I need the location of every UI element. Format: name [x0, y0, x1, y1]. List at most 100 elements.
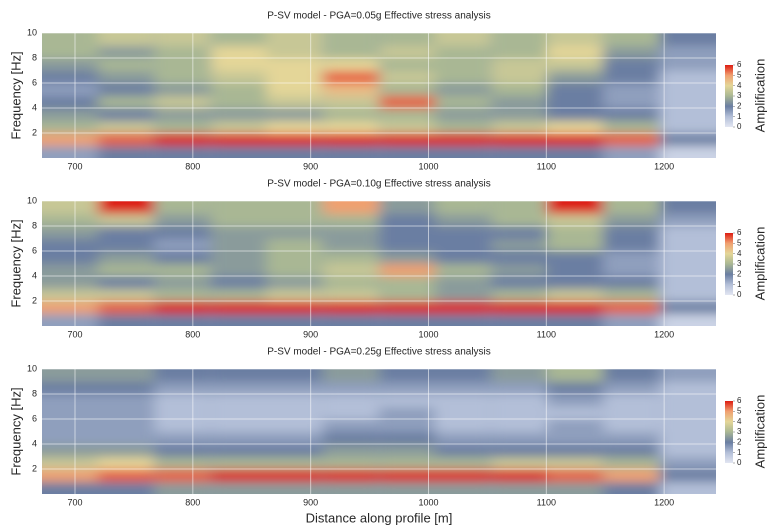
heatmap-cell [154, 381, 211, 395]
heatmap-cell [434, 133, 491, 146]
colorbar-label: Amplification [752, 227, 767, 301]
colorbar-tick-label: 5 [737, 238, 742, 247]
heatmap-cell [434, 313, 491, 326]
heatmap-cell [42, 313, 99, 326]
heatmap-cell [546, 288, 603, 302]
heatmap-cell [97, 301, 154, 314]
heatmap-cell [491, 301, 548, 314]
heatmap-cell [42, 133, 99, 146]
colorbar [725, 233, 733, 295]
heatmap-cell [97, 83, 154, 96]
heatmap-cell [379, 33, 436, 46]
heatmap-cell [491, 394, 548, 407]
heatmap-cell [42, 419, 99, 432]
heatmap-cell [323, 431, 379, 445]
heatmap-cell [42, 394, 99, 407]
heatmap-cell [97, 381, 154, 395]
heatmap-cell [603, 33, 660, 46]
heatmap-cell [266, 120, 323, 134]
heatmap-cell [491, 45, 548, 59]
heatmap-cell [379, 481, 436, 494]
heatmap-cell [211, 406, 267, 420]
heatmap-cell [97, 251, 154, 264]
heatmap-cell [323, 263, 379, 277]
heatmap-cell [154, 406, 211, 420]
y-axis-label: Frequency [Hz] [8, 219, 23, 307]
heatmap-cell [211, 481, 267, 494]
heatmap-cell [211, 301, 267, 314]
x-tick-label: 900 [303, 329, 318, 339]
heatmap-cell [266, 45, 323, 59]
heatmap-cell [42, 263, 99, 277]
heatmap-cell [154, 145, 211, 158]
heatmap-cell [211, 201, 267, 214]
heatmap-cell [603, 394, 660, 407]
colorbar-tick-label: 3 [737, 259, 742, 268]
heatmap-cell [211, 33, 267, 46]
heatmap-cell [97, 33, 154, 46]
colorbar-tick-label: 4 [737, 417, 742, 426]
heatmap-cell [97, 133, 154, 146]
heatmap-cell [660, 313, 716, 326]
heatmap-cell [660, 108, 716, 121]
heatmap-cell [266, 301, 323, 314]
heatmap-cell [154, 133, 211, 146]
heatmap-cell [603, 444, 660, 457]
heatmap-cell [434, 456, 491, 470]
y-tick-label: 6 [32, 77, 37, 87]
heatmap-cell [154, 226, 211, 239]
heatmap-cell [323, 456, 379, 470]
heatmap-cell [603, 145, 660, 158]
x-tick-label: 1000 [418, 329, 438, 339]
heatmap-cell [434, 381, 491, 395]
heatmap-cell [266, 95, 323, 109]
heatmap-cell [154, 419, 211, 432]
heatmap-cell [660, 394, 716, 407]
heatmap-cell [491, 469, 548, 482]
heatmap-cell [154, 444, 211, 457]
colorbar-tick-label: 4 [737, 81, 742, 90]
heatmap-cell [211, 469, 267, 482]
heatmap-cell [211, 431, 267, 445]
heatmap-cell [323, 288, 379, 302]
heatmap-cell [379, 58, 436, 71]
heatmap-cell [546, 469, 603, 482]
heatmap-cell [660, 201, 716, 214]
chart-title: P-SV model - PGA=0.25g Effective stress … [267, 347, 491, 358]
heatmap-cell [42, 406, 99, 420]
heatmap-cell [97, 45, 154, 59]
x-tick-label: 1100 [537, 161, 556, 171]
heatmap-cell [211, 58, 267, 71]
heatmap [42, 33, 716, 158]
heatmap-cell [491, 381, 548, 395]
heatmap-cell [154, 431, 211, 445]
heatmap-cell [491, 431, 548, 445]
heatmap-cell [660, 70, 716, 84]
heatmap-cell [42, 369, 99, 382]
heatmap-cell [546, 226, 603, 239]
heatmap-cell [97, 406, 154, 420]
x-tick-label: 800 [185, 329, 200, 339]
heatmap-cell [211, 95, 267, 109]
heatmap-cell [603, 70, 660, 84]
heatmap-cell [266, 481, 323, 494]
x-tick-label: 800 [185, 161, 200, 171]
heatmap-cell [546, 201, 603, 214]
heatmap-cell [660, 369, 716, 382]
heatmap-cell [660, 481, 716, 494]
heatmap-cell [323, 469, 379, 482]
heatmap-cell [97, 70, 154, 84]
x-tick-label: 700 [67, 329, 82, 339]
heatmap-cell [434, 406, 491, 420]
x-tick-label: 900 [303, 497, 318, 507]
heatmap-cell [97, 213, 154, 227]
heatmap-cell [154, 276, 211, 289]
heatmap-cell [97, 481, 154, 494]
heatmap-cell [211, 263, 267, 277]
heatmap-cell [491, 406, 548, 420]
heatmap-cell [434, 95, 491, 109]
heatmap-cell [660, 301, 716, 314]
heatmap-cell [323, 444, 379, 457]
heatmap-cell [660, 251, 716, 264]
heatmap-cell [491, 145, 548, 158]
